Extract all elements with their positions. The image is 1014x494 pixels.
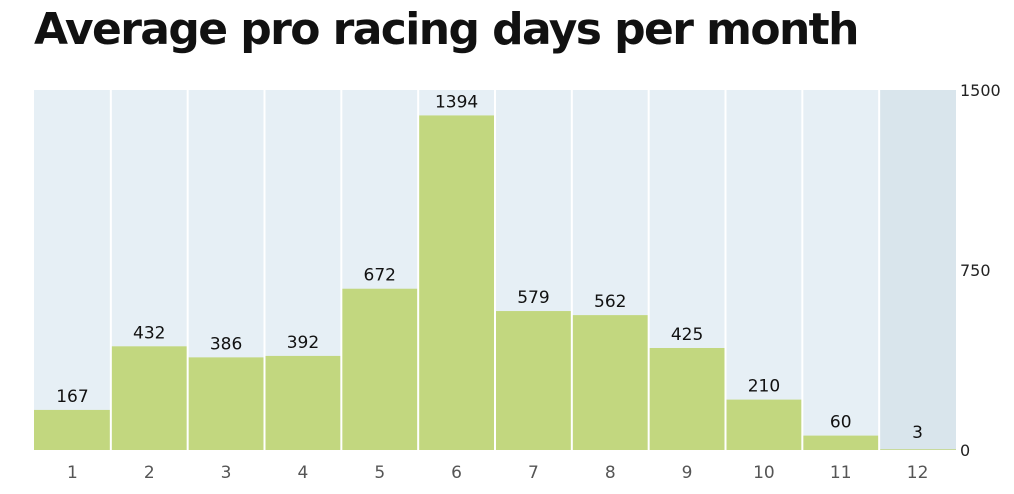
x-tick-label-2: 2 bbox=[144, 463, 155, 483]
data-label-12: 3 bbox=[912, 423, 923, 443]
x-tick-label-7: 7 bbox=[528, 463, 539, 483]
bar-11 bbox=[802, 435, 880, 450]
data-label-7: 579 bbox=[517, 288, 549, 308]
y-axis-ticks: 0 750 1500 bbox=[960, 81, 1001, 460]
data-label-9: 425 bbox=[671, 325, 703, 345]
data-label-4: 392 bbox=[287, 333, 319, 353]
bar-2 bbox=[110, 346, 188, 450]
data-label-3: 386 bbox=[210, 334, 242, 354]
x-tick-label-8: 8 bbox=[605, 463, 616, 483]
bars bbox=[34, 115, 956, 450]
bar-6 bbox=[418, 115, 495, 450]
x-tick-label-9: 9 bbox=[682, 463, 693, 483]
x-tick-label-3: 3 bbox=[221, 463, 232, 483]
y-tick-label-1500: 1500 bbox=[960, 81, 1001, 100]
x-tick-label-1: 1 bbox=[67, 463, 78, 483]
chart-title: Average pro racing days per month bbox=[34, 4, 859, 55]
column-background-1 bbox=[34, 90, 111, 450]
bar-4 bbox=[264, 355, 342, 450]
x-tick-label-5: 5 bbox=[374, 463, 385, 483]
data-label-2: 432 bbox=[133, 323, 165, 343]
column-background-12 bbox=[879, 90, 956, 450]
bar-8 bbox=[571, 315, 649, 450]
x-tick-label-6: 6 bbox=[451, 463, 462, 483]
y-tick-label-0: 0 bbox=[960, 441, 970, 460]
data-label-5: 672 bbox=[364, 266, 396, 286]
x-tick-label-10: 10 bbox=[753, 463, 775, 483]
bar-1 bbox=[34, 409, 111, 450]
data-labels: 167 432 386 392 672 1394 579 562 425 210 60 3 bbox=[56, 92, 923, 443]
data-label-1: 167 bbox=[56, 387, 88, 407]
bar-7 bbox=[495, 311, 572, 450]
bar-12 bbox=[879, 449, 956, 450]
column-separators bbox=[109, 90, 881, 450]
bar-3 bbox=[187, 357, 265, 450]
bar-10 bbox=[725, 399, 803, 450]
data-label-11: 60 bbox=[830, 413, 852, 433]
y-tick-label-750: 750 bbox=[960, 261, 991, 280]
x-tick-label-11: 11 bbox=[830, 463, 852, 483]
data-label-8: 562 bbox=[594, 292, 626, 312]
x-tick-label-4: 4 bbox=[298, 463, 309, 483]
bar-5 bbox=[341, 288, 419, 450]
data-label-10: 210 bbox=[748, 377, 780, 397]
column-background-10 bbox=[725, 90, 803, 450]
column-background-11 bbox=[802, 90, 880, 450]
data-label-6: 1394 bbox=[435, 92, 478, 112]
x-axis-ticks: 1 2 3 4 5 6 7 8 9 10 11 12 bbox=[67, 463, 928, 483]
x-tick-label-12: 12 bbox=[907, 463, 929, 483]
bar-9 bbox=[648, 348, 726, 450]
